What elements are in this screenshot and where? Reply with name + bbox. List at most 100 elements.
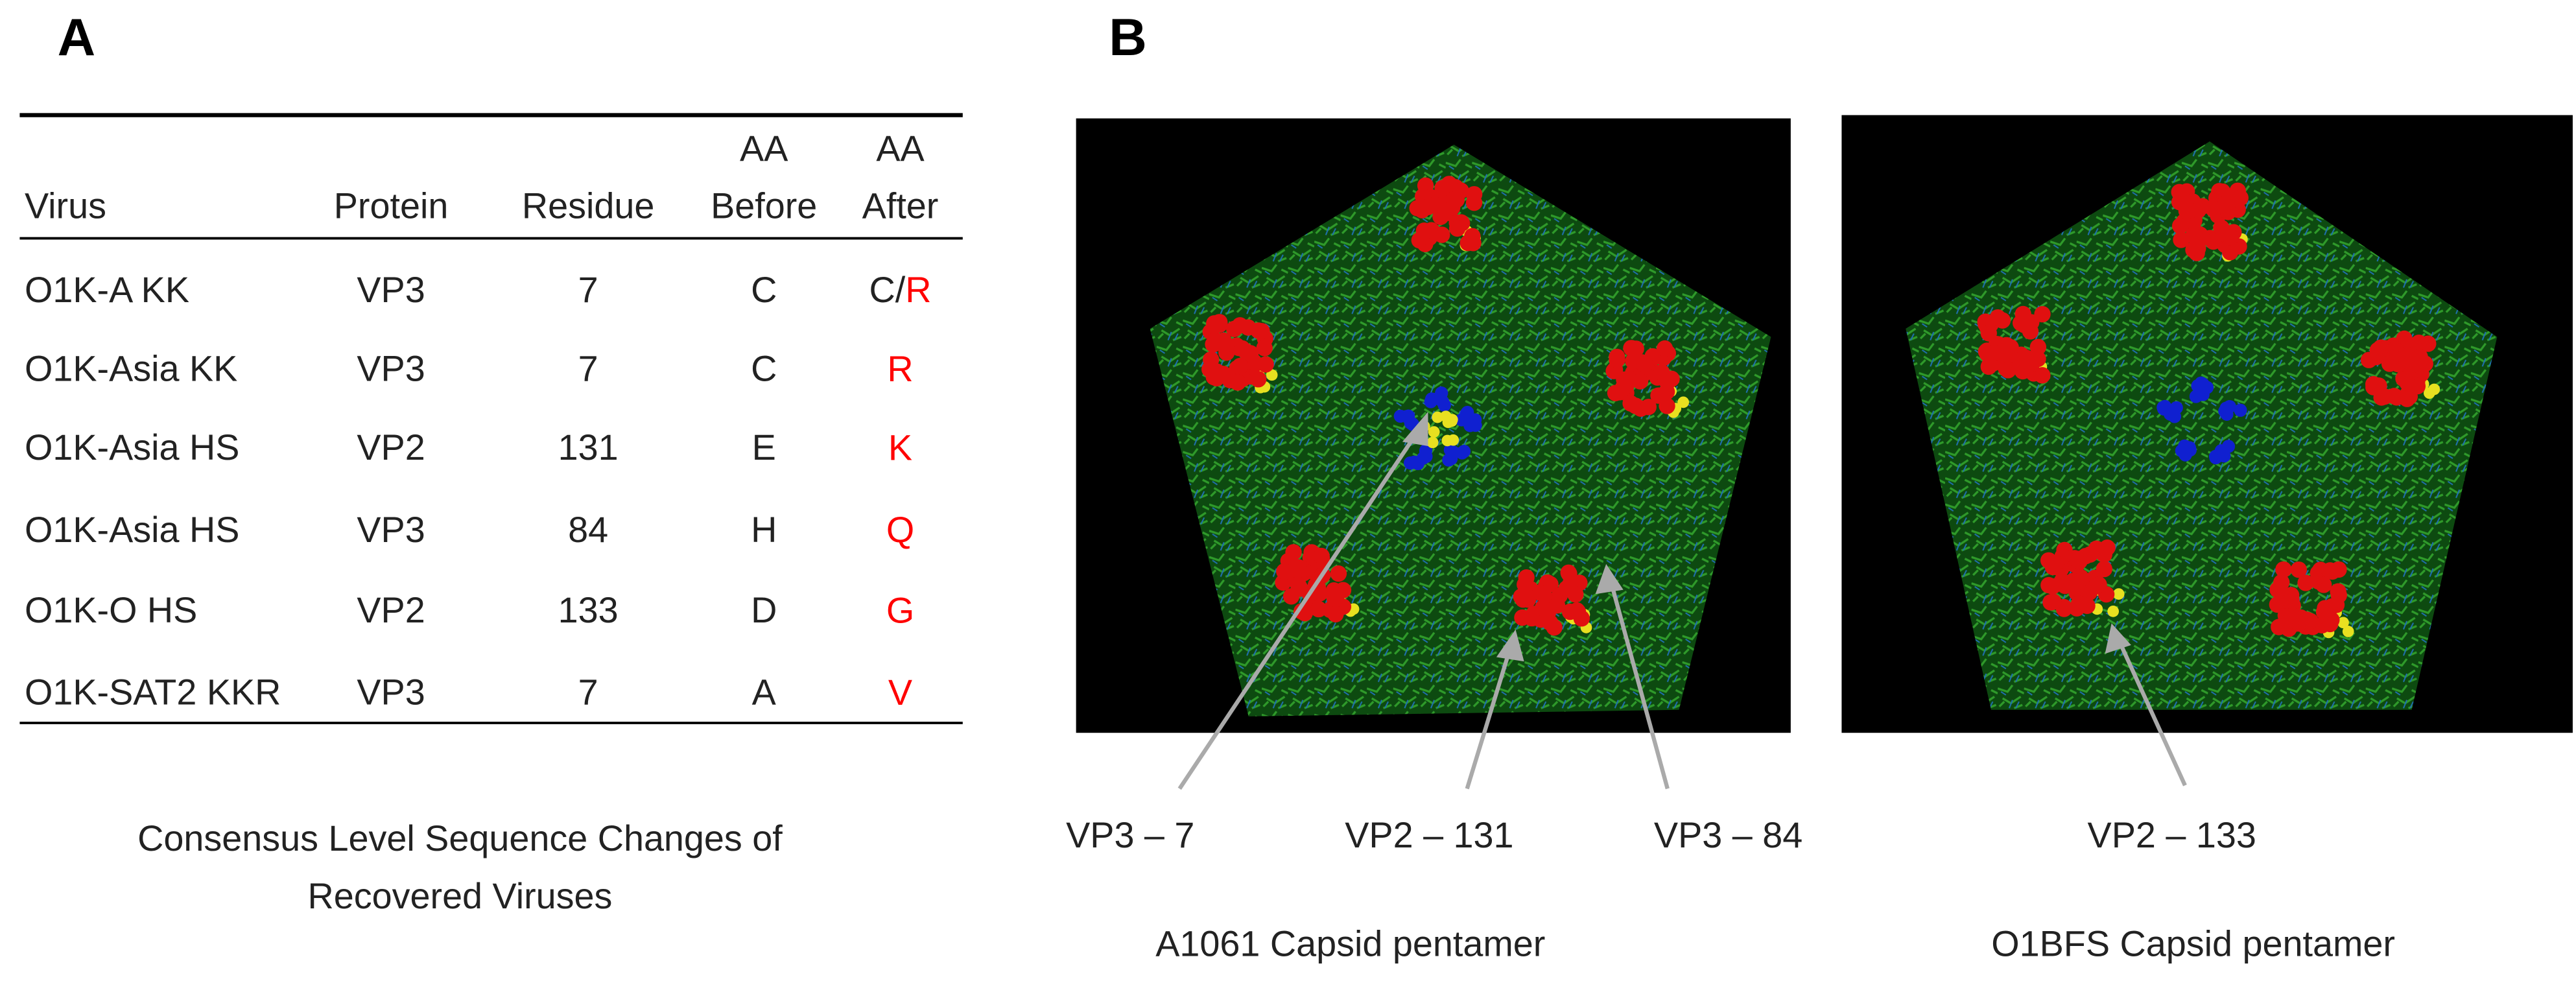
- atom: [2365, 379, 2382, 396]
- atom: [1447, 434, 1459, 446]
- atom: [2040, 576, 2057, 594]
- table-cell: 131: [558, 427, 619, 467]
- atom: [2232, 189, 2249, 206]
- atom: [1419, 198, 1436, 215]
- atom: [2000, 362, 2016, 379]
- table-cell: D: [751, 590, 777, 630]
- atom: [2175, 444, 2189, 458]
- table-cell: Q: [886, 510, 914, 550]
- atom: [1226, 320, 1243, 337]
- atom: [1423, 222, 1440, 239]
- atom: [2388, 389, 2405, 406]
- column-header: AA: [740, 128, 788, 169]
- table-cell: G: [886, 590, 914, 630]
- atom: [1446, 415, 1458, 427]
- atom: [2190, 202, 2206, 219]
- atom: [2034, 367, 2051, 384]
- atom: [1242, 345, 1259, 362]
- atom: [2107, 605, 2120, 617]
- atom: [1229, 374, 1246, 391]
- table-cell: R: [887, 349, 913, 389]
- atom: [1419, 449, 1433, 464]
- cell-segment: R: [905, 270, 931, 310]
- table-cell: VP2: [357, 590, 425, 630]
- arrow: [2116, 636, 2187, 786]
- atom: [2290, 561, 2308, 578]
- table-cell: C/R: [869, 270, 932, 310]
- atom: [2315, 604, 2333, 621]
- atom: [2269, 581, 2286, 598]
- atom: [1442, 453, 1456, 467]
- atom: [2173, 231, 2190, 248]
- caption: Consensus Level Sequence Changes of: [137, 818, 783, 858]
- arrow-head: [1595, 563, 1624, 595]
- table-cell: O1K-Asia KK: [25, 349, 237, 389]
- atom: [1208, 370, 1225, 387]
- atom: [1256, 340, 1273, 357]
- atom: [1313, 547, 1330, 565]
- atom: [1465, 195, 1483, 211]
- arrow-head: [1496, 629, 1524, 662]
- table-cell: 7: [578, 672, 598, 713]
- atom: [2023, 355, 2040, 373]
- table-cell: E: [752, 427, 776, 467]
- panel-label: B: [1109, 8, 1147, 67]
- atom: [1455, 413, 1469, 427]
- atom: [2068, 580, 2085, 597]
- atom: [1631, 373, 1649, 390]
- annotation: VP2 – 133: [2088, 815, 2256, 855]
- atom: [2223, 399, 2236, 414]
- arrow-head: [2105, 623, 2131, 654]
- atom: [1257, 356, 1274, 373]
- atom: [1531, 584, 1548, 601]
- atom: [2275, 561, 2292, 578]
- atom: [2342, 626, 2354, 637]
- column-header: Before: [711, 186, 817, 226]
- atom: [2163, 407, 2177, 421]
- annotation: VP3 – 7: [1066, 815, 1194, 855]
- atom: [1464, 228, 1481, 244]
- table-cell: C: [751, 270, 777, 310]
- atom: [1431, 392, 1445, 405]
- table-cell: O1K-SAT2 KKR: [25, 672, 281, 713]
- atom: [1310, 600, 1327, 618]
- atom: [1989, 309, 2006, 326]
- atom: [1276, 563, 1293, 580]
- table-cell: A: [752, 672, 777, 713]
- atom: [1293, 603, 1310, 620]
- table-cell: O1K-O HS: [25, 590, 197, 630]
- atom: [2200, 381, 2214, 394]
- atom: [2171, 217, 2189, 235]
- atom: [1250, 371, 1267, 388]
- atom: [1656, 340, 1673, 357]
- atom: [1985, 344, 2003, 361]
- atom: [1203, 351, 1220, 368]
- column-header: Residue: [522, 186, 655, 226]
- atom: [2045, 593, 2062, 610]
- atom: [1432, 411, 1443, 423]
- atom: [1534, 599, 1552, 617]
- atom: [1212, 333, 1229, 349]
- atom: [1290, 576, 1306, 593]
- table-cell: K: [888, 427, 912, 467]
- atom: [2290, 615, 2308, 632]
- atom: [1980, 325, 1997, 342]
- table-cell: V: [888, 672, 912, 713]
- atom: [2221, 244, 2239, 261]
- atom: [2410, 357, 2428, 373]
- atom: [2002, 339, 2019, 356]
- atom: [1627, 397, 1644, 414]
- table-cell: 133: [558, 590, 619, 630]
- atom: [2389, 355, 2406, 373]
- atom: [2204, 233, 2222, 250]
- caption: A1061 Capsid pentamer: [1155, 923, 1545, 963]
- atom: [1548, 597, 1566, 614]
- arrow: [1177, 423, 1424, 790]
- atom: [1457, 445, 1471, 458]
- column-header: After: [862, 186, 939, 226]
- atom: [2099, 539, 2116, 556]
- atom: [1524, 609, 1541, 627]
- atom: [2337, 617, 2349, 629]
